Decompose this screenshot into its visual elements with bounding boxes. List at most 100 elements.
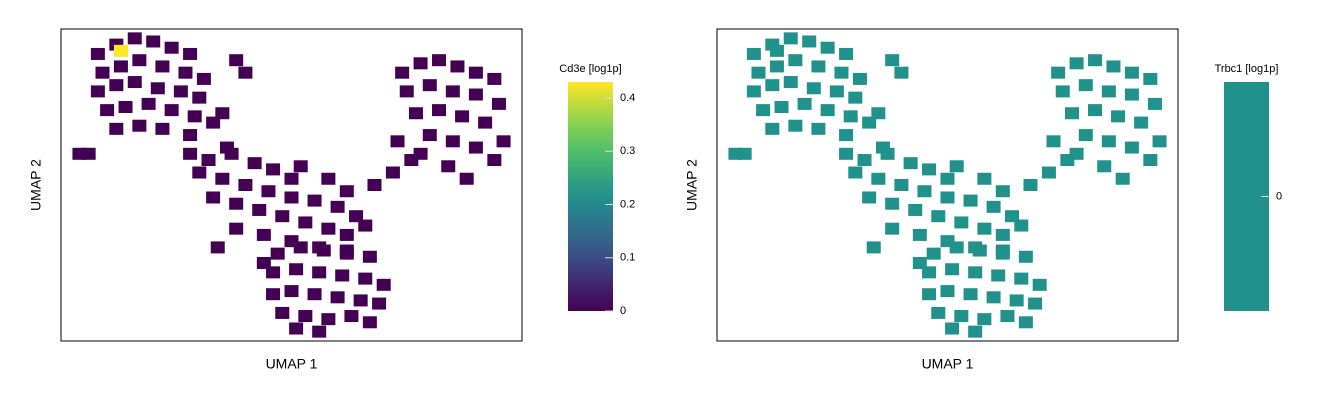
cell-point [113,44,128,57]
cell-point [1018,250,1033,263]
cell-point [986,291,1001,304]
cell-point [284,191,299,204]
colorbar-tick-label: 0 [620,305,626,317]
cell-point [238,179,253,191]
cell-point [751,66,766,79]
cell-point [478,116,493,129]
cell-point [972,244,987,257]
cell-point [1147,97,1162,110]
cell-point [376,278,391,291]
cell-point [1101,135,1116,148]
cell-point [192,166,207,179]
cell-point [945,263,960,276]
cell-point [977,222,992,235]
cell-point [266,288,281,301]
cell-point [769,44,784,57]
colorbar-tick-label: 0 [1276,190,1282,202]
cell-point [127,76,142,89]
cell-point [746,85,761,98]
cell-point [903,157,918,170]
cell-point [839,47,854,60]
cell-point [445,85,460,98]
cell-point [1143,154,1158,167]
cell-point [307,288,322,301]
cell-point [155,60,170,73]
cell-point [843,110,858,123]
cell-point [385,166,400,179]
cell-point [968,266,983,279]
cell-point [422,79,437,92]
cell-point [866,241,881,254]
cell-point [802,35,817,48]
cell-point [1134,116,1149,129]
cell-point [977,313,992,326]
cell-point [1088,54,1103,67]
cell-point [90,85,105,98]
cell-point [358,272,373,285]
cell-point [100,104,115,117]
cell-point [307,194,322,207]
cell-point [991,269,1006,282]
cell-point [1124,141,1139,154]
cell-point [922,266,937,279]
cell-point [455,110,470,123]
cell-point [1143,72,1158,85]
cell-point [201,154,216,167]
cell-point [349,210,364,223]
cell-point [1023,179,1038,191]
cell-point [491,97,506,110]
cell-point [922,288,937,301]
cell-point [293,241,308,254]
cell-point [783,32,798,45]
cell-point [372,297,387,310]
cell-point [132,54,147,67]
cell-point [811,60,826,73]
cell-point [316,244,331,257]
cell-point [1055,85,1070,98]
cell-point [995,185,1010,198]
cell-point [1111,110,1126,123]
cell-point [270,247,285,260]
cell-point [229,54,244,67]
cell-point [275,210,290,223]
cell-point [949,241,964,254]
cell-point [247,157,262,170]
cell-point [1028,297,1043,310]
cell-point [321,222,336,235]
cell-point [432,104,447,117]
cell-point [945,322,960,335]
y-axis-label: UMAP 2 [28,159,44,211]
cell-point [995,247,1010,260]
cell-point [1009,294,1024,307]
cell-point [885,222,900,235]
cell-point [931,306,946,319]
cell-point [788,54,803,67]
cell-point [256,228,271,241]
cell-point [862,191,877,204]
cell-point [132,119,147,132]
cell-point [1124,88,1139,101]
cell-point [344,310,359,323]
cell-point [229,222,244,235]
cell-point [797,97,812,110]
cell-point [995,228,1010,241]
cell-point [1041,166,1056,179]
cell-point [113,60,128,73]
cell-point [880,147,895,160]
cell-point [330,291,345,304]
y-axis-label: UMAP 2 [684,159,700,211]
cell-point [1101,85,1116,98]
cell-point [321,313,336,326]
cell-point [127,32,142,45]
cell-point [765,122,780,135]
cell-point [173,85,188,98]
cell-point [963,194,978,207]
cell-point [1078,129,1093,142]
cell-point [885,54,900,67]
cell-point [940,172,955,185]
cell-point [968,325,983,338]
cell-point [206,116,221,129]
cell-point [215,107,230,120]
cell-point [931,210,946,223]
cell-point [90,47,105,60]
